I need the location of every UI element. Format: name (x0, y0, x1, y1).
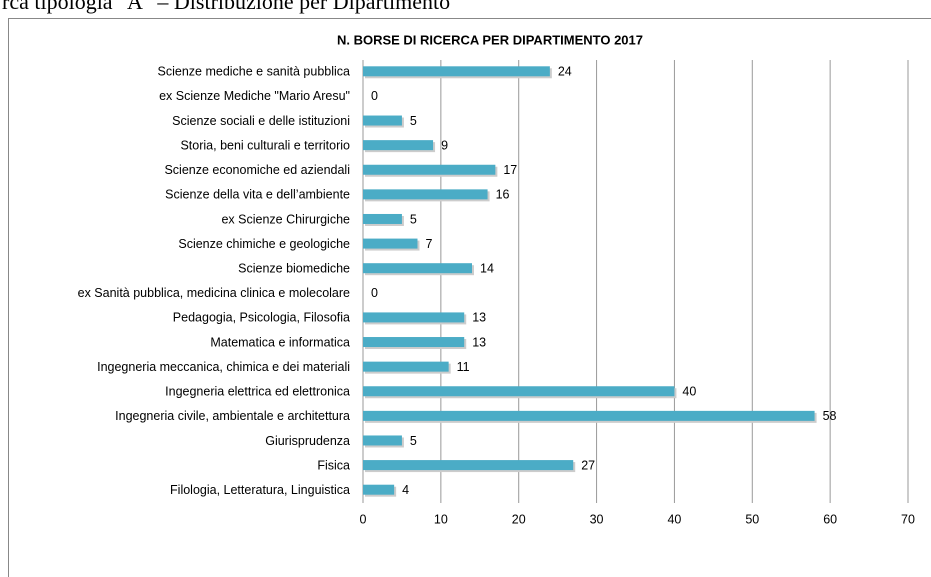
y-tick-label: Pedagogia, Psicologia, Filosofia (173, 311, 350, 325)
bar (363, 189, 488, 200)
bar (363, 435, 402, 446)
value-label: 27 (581, 458, 595, 472)
y-tick-label: ex Sanità pubblica, medicina clinica e m… (78, 286, 350, 300)
y-tick-label: Scienze economiche ed aziendali (164, 163, 350, 177)
x-tick-label: 60 (823, 512, 837, 526)
x-tick-label: 0 (360, 512, 367, 526)
value-label: 17 (503, 163, 517, 177)
x-tick-label: 20 (512, 512, 526, 526)
y-tick-label: Ingegneria civile, ambientale e architet… (115, 409, 350, 423)
bar (363, 361, 449, 372)
x-tick-label: 10 (434, 512, 448, 526)
y-tick-label: Matematica e informatica (210, 335, 350, 349)
value-label: 24 (558, 65, 572, 79)
y-tick-label: Fisica (317, 458, 350, 472)
value-label: 11 (457, 360, 470, 374)
value-label: 16 (496, 188, 510, 202)
x-tick-label: 30 (590, 512, 604, 526)
value-label: 9 (441, 138, 448, 152)
x-tick-label: 70 (901, 512, 915, 526)
value-label: 4 (402, 483, 409, 497)
bar (363, 337, 465, 348)
y-tick-label: Scienze mediche e sanità pubblica (158, 65, 351, 79)
bar (363, 66, 550, 77)
value-label: 14 (480, 261, 494, 275)
bar (363, 386, 675, 397)
x-tick-label: 50 (745, 512, 759, 526)
bar (363, 140, 434, 151)
y-tick-label: ex Scienze Mediche "Mario Aresu" (159, 89, 350, 103)
y-tick-label: Scienze della vita e dell’ambiente (165, 188, 350, 202)
bar (363, 164, 496, 175)
page-caption: rca tipologia "A" – Distribuzione per Di… (2, 0, 450, 14)
bar (363, 213, 402, 224)
value-label: 5 (410, 212, 417, 226)
y-tick-label: Filologia, Letteratura, Linguistica (170, 483, 350, 497)
value-label: 58 (823, 409, 837, 423)
bar (363, 460, 574, 471)
bar (363, 238, 418, 249)
value-label: 0 (371, 89, 378, 103)
bar (363, 484, 395, 495)
value-label: 13 (472, 311, 486, 325)
bar (363, 410, 815, 421)
y-tick-label: Storia, beni culturali e territorio (180, 138, 350, 152)
value-label: 5 (410, 434, 417, 448)
value-label: 5 (410, 114, 417, 128)
value-label: 13 (472, 335, 486, 349)
y-tick-label: ex Scienze Chirurgiche (221, 212, 350, 226)
x-tick-label: 40 (667, 512, 681, 526)
y-tick-label: Scienze chimiche e geologiche (178, 237, 350, 251)
y-tick-label: Ingegneria elettrica ed elettronica (165, 385, 350, 399)
value-label: 0 (371, 286, 378, 300)
chart-frame (8, 18, 931, 577)
bar (363, 115, 402, 126)
y-tick-label: Scienze biomediche (238, 261, 350, 275)
y-tick-label: Scienze sociali e delle istituzioni (172, 114, 350, 128)
value-label: 40 (682, 385, 696, 399)
y-tick-label: Ingegneria meccanica, chimica e dei mate… (97, 360, 350, 374)
bar (363, 312, 465, 323)
y-tick-label: Giurisprudenza (265, 434, 350, 448)
chart-title: N. BORSE DI RICERCA PER DIPARTIMENTO 201… (337, 32, 643, 47)
bar (363, 263, 472, 274)
value-label: 7 (426, 237, 433, 251)
